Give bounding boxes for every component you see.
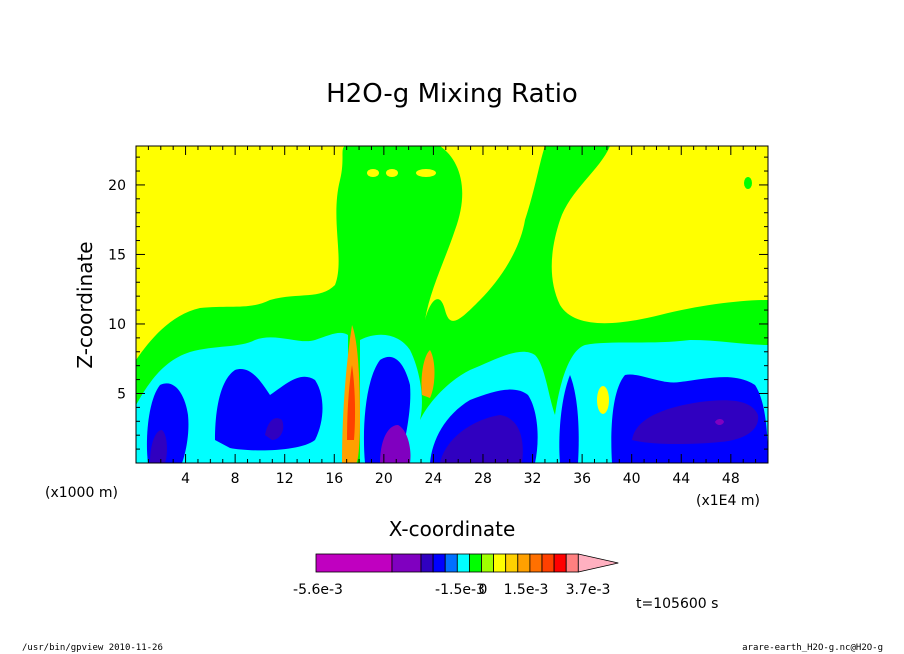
colorbar [315, 553, 619, 573]
contour-field [136, 146, 768, 463]
y-multiplier-label: (x1000 m) [45, 485, 118, 501]
colorbar-segment [517, 553, 531, 573]
x-tick-label: 48 [722, 471, 740, 487]
x-tick-label: 20 [375, 471, 393, 487]
x-tick-label: 12 [276, 471, 294, 487]
x-tick-label: 36 [573, 471, 591, 487]
y-tick-label: 20 [108, 178, 126, 194]
colorbar-segment [391, 553, 422, 573]
x-tick-label: 44 [672, 471, 690, 487]
colorbar-segment [541, 553, 555, 573]
colorbar-label: -5.6e-3 [293, 582, 343, 598]
x-axis: 4 8 12 16 20 24 28 32 36 40 44 48 [147, 146, 757, 487]
colorbar-segment [565, 553, 579, 573]
chart-title: H2O-g Mixing Ratio [326, 79, 578, 109]
footer-left: /usr/bin/gpview 2010-11-26 [22, 643, 163, 653]
x-tick-label: 8 [231, 471, 240, 487]
y-axis: 5 10 15 20 [108, 156, 768, 450]
colorbar-segment [553, 553, 567, 573]
x-axis-label: X-coordinate [389, 517, 516, 541]
colorbar-segment [420, 553, 434, 573]
colorbar-labels: -5.6e-3 -1.5e-30 1.5e-3 3.7e-3 [293, 582, 610, 598]
colorbar-segment [505, 553, 519, 573]
x-tick-label: 16 [325, 471, 343, 487]
x-tick-label: 32 [524, 471, 542, 487]
time-label: t=105600 s [636, 596, 718, 612]
y-axis-label: Z-coordinate [73, 241, 97, 368]
colorbar-segment [529, 553, 543, 573]
x-tick-label: 40 [623, 471, 641, 487]
colorbar-label: 0 [479, 582, 488, 598]
colorbar-label: -1.5e-3 [435, 582, 485, 598]
x-multiplier-label: (x1E4 m) [696, 493, 760, 509]
colorbar-segment [456, 553, 470, 573]
footer-right: arare-earth_H2O-g.nc@H2O-g [742, 643, 883, 653]
colorbar-segment [315, 553, 393, 573]
colorbar-segment [444, 553, 458, 573]
x-tick-label: 4 [181, 471, 190, 487]
x-tick-label: 28 [474, 471, 492, 487]
colorbar-label: 3.7e-3 [566, 582, 611, 598]
colorbar-segment [493, 553, 507, 573]
colorbar-arrow [577, 553, 619, 573]
x-tick-label: 24 [424, 471, 442, 487]
colorbar-segment [468, 553, 482, 573]
y-tick-label: 15 [108, 247, 126, 263]
plot-frame [135, 145, 769, 464]
colorbar-segment [432, 553, 446, 573]
y-tick-label: 5 [117, 386, 126, 402]
colorbar-segment [481, 553, 495, 573]
colorbar-label: 1.5e-3 [504, 582, 549, 598]
y-tick-label: 10 [108, 317, 126, 333]
